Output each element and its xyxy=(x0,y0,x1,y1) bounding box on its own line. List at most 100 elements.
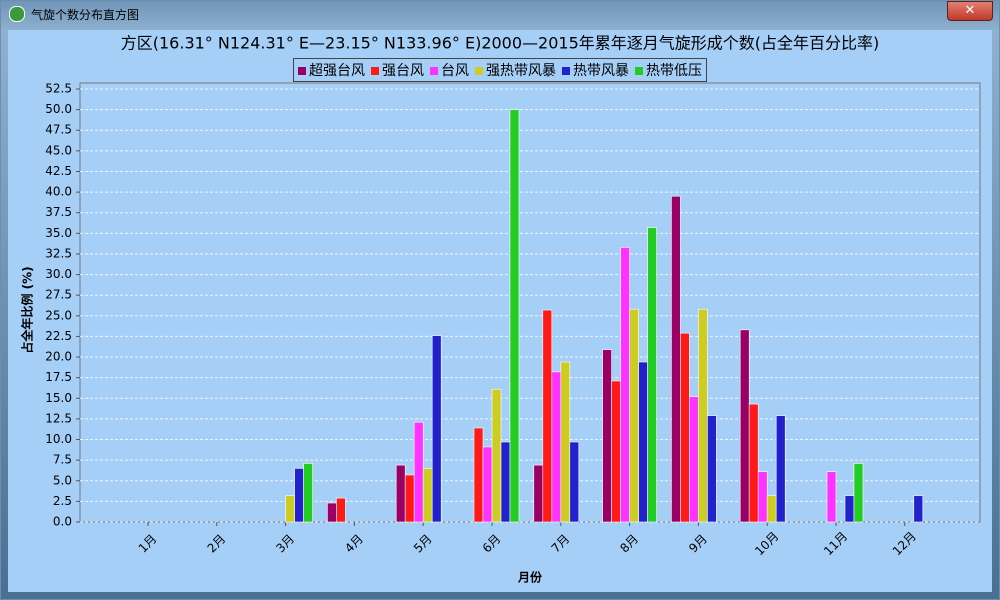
x-axis-label: 月份 xyxy=(517,570,543,585)
x-tick-label: 1月 xyxy=(136,532,160,556)
bar xyxy=(775,415,786,523)
bar xyxy=(739,329,750,523)
legend-item: 热带风暴 xyxy=(562,60,629,80)
y-tick-label: 32.5 xyxy=(45,246,72,260)
bar xyxy=(327,502,337,523)
legend-label: 强台风 xyxy=(382,63,424,79)
bar xyxy=(551,371,562,523)
x-tick-label: 12月 xyxy=(890,529,919,558)
legend: 超强台风 强台风 台风 强热带风暴 热带风暴 热带低压 xyxy=(293,58,707,82)
bar xyxy=(680,332,690,523)
y-tick-label: 5.0 xyxy=(53,473,72,487)
y-tick-label: 12.5 xyxy=(45,411,72,425)
bar xyxy=(602,349,612,523)
legend-swatch xyxy=(562,67,570,75)
y-tick-label: 42.5 xyxy=(45,164,72,178)
x-tick-label: 7月 xyxy=(549,532,573,556)
bar xyxy=(569,441,580,523)
bar xyxy=(698,308,708,523)
legend-label: 热带风暴 xyxy=(573,63,629,79)
y-tick-label: 20.0 xyxy=(45,350,72,364)
x-tick-label: 3月 xyxy=(273,532,297,556)
bar xyxy=(395,464,406,523)
y-tick-label: 45.0 xyxy=(45,143,72,157)
chart-title: 方区(16.31° N124.31° E—23.15° N133.96° E)2… xyxy=(121,34,880,53)
legend-label: 台风 xyxy=(441,63,469,79)
x-tick-label: 10月 xyxy=(752,529,781,558)
y-tick-label: 52.5 xyxy=(45,82,72,96)
app-icon xyxy=(9,6,25,22)
legend-item: 超强台风 xyxy=(298,60,365,80)
legend-label: 强热带风暴 xyxy=(486,63,556,79)
y-tick-label: 15.0 xyxy=(45,391,72,405)
legend-swatch xyxy=(635,67,643,75)
bar xyxy=(491,388,502,523)
y-tick-label: 2.5 xyxy=(53,494,72,508)
y-tick-label: 7.5 xyxy=(53,453,72,467)
plot-frame xyxy=(79,82,981,523)
legend-item: 强热带风暴 xyxy=(475,60,556,80)
title-bar: 气旋个数分布直方图 xyxy=(9,4,139,24)
bar xyxy=(620,247,630,523)
legend-swatch xyxy=(430,67,438,75)
legend-label: 超强台风 xyxy=(309,63,365,79)
window-title: 气旋个数分布直方图 xyxy=(31,7,140,22)
bar xyxy=(294,468,304,523)
legend-label: 热带低压 xyxy=(646,63,702,79)
y-tick-label: 27.5 xyxy=(45,288,72,302)
y-tick-label: 40.0 xyxy=(45,185,72,199)
bar xyxy=(689,396,699,523)
bar xyxy=(473,427,484,523)
y-tick-label: 30.0 xyxy=(45,267,72,281)
bar xyxy=(647,227,657,523)
y-tick-label: 35.0 xyxy=(45,226,72,240)
bar xyxy=(422,468,433,523)
y-tick-label: 0.0 xyxy=(53,515,72,529)
bar xyxy=(285,495,295,523)
x-tick-label: 5月 xyxy=(411,532,435,556)
bar xyxy=(336,497,346,523)
y-tick-label: 22.5 xyxy=(45,329,72,343)
bar xyxy=(707,415,717,523)
bar xyxy=(404,474,415,523)
bar xyxy=(638,361,648,523)
y-tick-label: 10.0 xyxy=(45,432,72,446)
y-tick-label: 25.0 xyxy=(45,308,72,322)
x-tick-label: 2月 xyxy=(205,532,229,556)
x-tick-label: 4月 xyxy=(342,532,366,556)
bar xyxy=(853,463,864,523)
bar xyxy=(509,109,520,523)
legend-item: 台风 xyxy=(430,60,469,80)
bar xyxy=(500,441,511,523)
bar xyxy=(611,380,621,523)
x-tick-label: 6月 xyxy=(480,532,504,556)
bar xyxy=(671,195,681,523)
bar xyxy=(482,446,493,523)
y-tick-label: 17.5 xyxy=(45,370,72,384)
x-tick-label: 9月 xyxy=(686,532,710,556)
y-tick-label: 37.5 xyxy=(45,205,72,219)
bar xyxy=(826,471,837,523)
bar xyxy=(431,335,442,523)
bar xyxy=(629,308,639,523)
y-axis-label: 占全年比例 (%) xyxy=(20,266,35,353)
bar xyxy=(748,403,759,523)
bar xyxy=(303,463,313,523)
bar xyxy=(560,361,571,523)
legend-item: 热带低压 xyxy=(635,60,702,80)
legend-swatch xyxy=(475,67,483,75)
bar xyxy=(766,495,777,523)
bar xyxy=(757,471,768,523)
y-tick-label: 50.0 xyxy=(45,102,72,116)
bar xyxy=(533,464,544,523)
y-tick-label: 47.5 xyxy=(45,123,72,137)
x-tick-label: 8月 xyxy=(617,532,641,556)
close-button[interactable]: ✕ xyxy=(947,1,993,21)
bar xyxy=(542,309,553,523)
bar xyxy=(413,421,424,523)
bar xyxy=(913,495,924,523)
x-tick-label: 11月 xyxy=(821,529,850,558)
bar xyxy=(844,495,855,523)
legend-swatch xyxy=(371,67,379,75)
